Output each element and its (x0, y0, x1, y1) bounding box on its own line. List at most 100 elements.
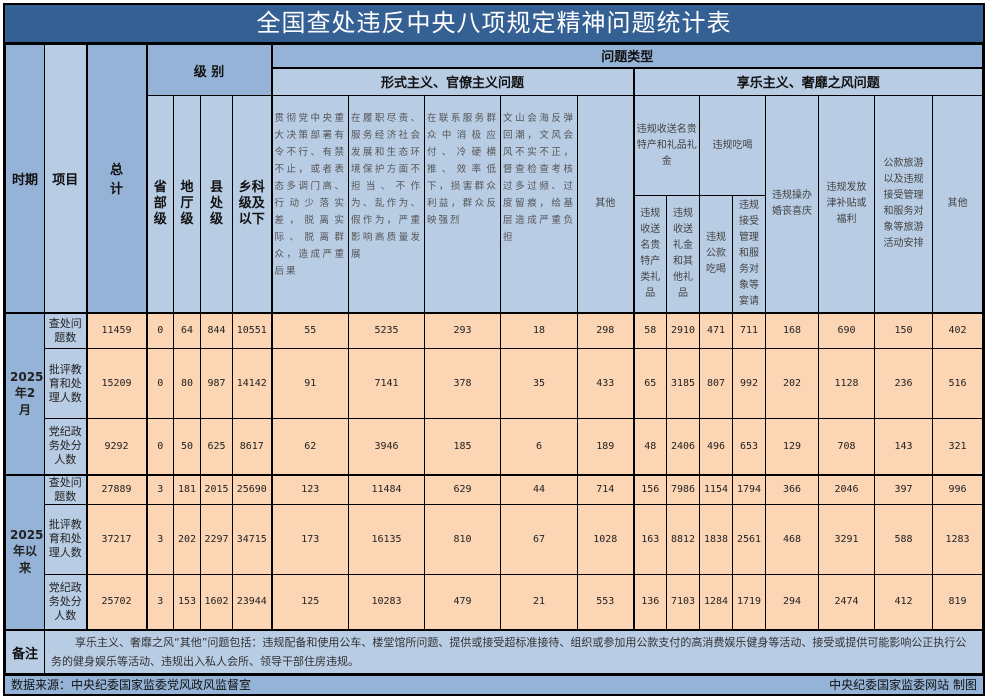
value-cell: 2910 (666, 311, 701, 349)
header-formalism-col-0: 贯彻党中央重大决策部署有令不行、有禁不止，或者表态多调门高、行动少落实差，脱离实… (270, 95, 350, 313)
value-cell: 10283 (348, 573, 426, 631)
value-cell: 8812 (666, 503, 701, 575)
value-cell: 1128 (818, 348, 876, 419)
header-level-0: 省部级 (146, 95, 174, 313)
value-cell: 2474 (818, 573, 876, 631)
value-cell: 7141 (348, 348, 426, 419)
value-cell: 11459 (85, 311, 147, 349)
item-cell: 批评教育和处理人数 (44, 503, 87, 575)
header-dining-col-1: 违规接受管理和服务对象等宴请 (732, 195, 767, 313)
value-cell: 58 (632, 311, 668, 349)
value-cell: 298 (577, 311, 635, 349)
value-cell: 125 (270, 573, 350, 631)
value-cell: 496 (699, 418, 734, 475)
value-cell: 55 (270, 311, 350, 349)
stats-table-document: 全国查处违反中央八项规定精神问题统计表 时期 项目 总计 级 别 问题类型 形式… (3, 3, 985, 696)
header-hedonism: 享乐主义、奢靡之风问题 (632, 66, 984, 96)
header-dining-group: 违规吃喝 (699, 95, 767, 196)
value-cell: 11484 (348, 473, 426, 505)
value-cell: 6 (500, 418, 579, 475)
value-cell: 321 (932, 418, 984, 475)
value-cell: 2015 (200, 473, 233, 505)
value-cell: 80 (173, 348, 201, 419)
value-cell: 708 (818, 418, 876, 475)
value-cell: 64 (173, 311, 201, 349)
header-level-2: 县处级 (200, 95, 233, 313)
table-row: 2025年以来 查处问题数 27889 3 181 2015 25690 123 11484 62… (5, 473, 984, 631)
value-cell: 3291 (818, 503, 876, 575)
note-label: 备注 (5, 629, 45, 674)
value-cell: 294 (765, 573, 820, 631)
value-cell: 516 (932, 348, 984, 419)
value-cell: 123 (270, 473, 350, 505)
value-cell: 1028 (577, 503, 635, 575)
value-cell: 471 (699, 311, 734, 349)
value-cell: 173 (270, 503, 350, 575)
value-cell: 987 (200, 348, 233, 419)
header-hedonism-col-0: 违规操办婚丧喜庆 (765, 95, 820, 313)
page-title: 全国查处违反中央八项规定精神问题统计表 (5, 5, 983, 44)
footer: 数据来源：中央纪委国家监委党风政风监督室 中央纪委国家监委网站 制图 (5, 674, 983, 694)
header-period: 时期 (5, 44, 45, 313)
value-cell: 23944 (231, 573, 273, 631)
value-cell: 48 (632, 418, 668, 475)
table-row: 批评教育和处理人数 15209 0 80 987 14142 91 7141 378 35 433 6… (6, 348, 984, 419)
value-cell: 5235 (348, 311, 426, 349)
value-cell: 553 (577, 573, 635, 631)
value-cell: 1602 (200, 573, 233, 631)
value-cell: 690 (818, 311, 876, 349)
value-cell: 163 (632, 503, 668, 575)
value-cell: 143 (874, 418, 934, 475)
value-cell: 27889 (85, 473, 147, 505)
value-cell: 44 (500, 473, 579, 505)
header-formalism-col-1: 在履职尽责、服务经济社会发展和生态环境保护方面不担当、不作为、乱作为、假作为，严… (348, 95, 426, 313)
value-cell: 62 (270, 418, 350, 475)
value-cell: 202 (173, 503, 201, 575)
value-cell: 65 (632, 348, 668, 419)
value-cell: 366 (765, 473, 820, 505)
header-problem-type: 问题类型 (270, 44, 984, 68)
value-cell: 0 (145, 418, 174, 475)
value-cell: 25690 (231, 473, 273, 505)
header-level: 级 别 (145, 44, 273, 96)
value-cell: 2297 (200, 503, 233, 575)
header-level-1: 地厅级 (173, 95, 201, 313)
header-gift-col-1: 违规收送礼金和其他礼品 (666, 195, 701, 313)
value-cell: 2406 (666, 418, 701, 475)
value-cell: 844 (200, 311, 233, 349)
value-cell: 150 (874, 311, 934, 349)
value-cell: 2561 (732, 503, 767, 575)
header-hedonism-col-1: 违规发放津补贴或福利 (818, 95, 876, 313)
value-cell: 189 (577, 418, 635, 475)
header-formalism-col-3: 文山会海反弹回潮，文风会风不实不正，督查检查考核过多过频、过度留痕，给基层造成严… (500, 95, 579, 313)
value-cell: 1154 (699, 473, 734, 505)
value-cell: 16135 (348, 503, 426, 575)
value-cell: 433 (577, 348, 635, 419)
value-cell: 293 (424, 311, 502, 349)
value-cell: 412 (874, 573, 934, 631)
value-cell: 0 (145, 348, 174, 419)
credit: 中央纪委国家监委网站 制图 (829, 678, 977, 692)
item-cell: 党纪政务处分人数 (44, 418, 87, 475)
value-cell: 0 (145, 311, 174, 349)
value-cell: 711 (732, 311, 767, 349)
table-row: 党纪政务处分人数 25702 3 153 1602 23944 125 10283 479 21 5… (6, 573, 984, 631)
item-cell: 批评教育和处理人数 (44, 348, 87, 419)
value-cell: 1794 (732, 473, 767, 505)
value-cell: 202 (765, 348, 820, 419)
value-cell: 14142 (231, 348, 273, 419)
item-cell: 查处问题数 (44, 473, 87, 505)
period-cell: 2025年2月 (5, 311, 45, 475)
value-cell: 7986 (666, 473, 701, 505)
value-cell: 810 (424, 503, 502, 575)
value-cell: 3946 (348, 418, 426, 475)
header-gift-group: 违规收送名贵特产和礼品礼金 (632, 95, 701, 196)
header-formalism: 形式主义、官僚主义问题 (270, 66, 635, 96)
value-cell: 37217 (85, 503, 147, 575)
value-cell: 3185 (666, 348, 701, 419)
value-cell: 629 (424, 473, 502, 505)
value-cell: 479 (424, 573, 502, 631)
value-cell: 402 (932, 311, 984, 349)
table-row: 批评教育和处理人数 37217 3 202 2297 34715 173 16135 810 67… (6, 503, 984, 575)
header-total: 总计 (85, 44, 148, 313)
